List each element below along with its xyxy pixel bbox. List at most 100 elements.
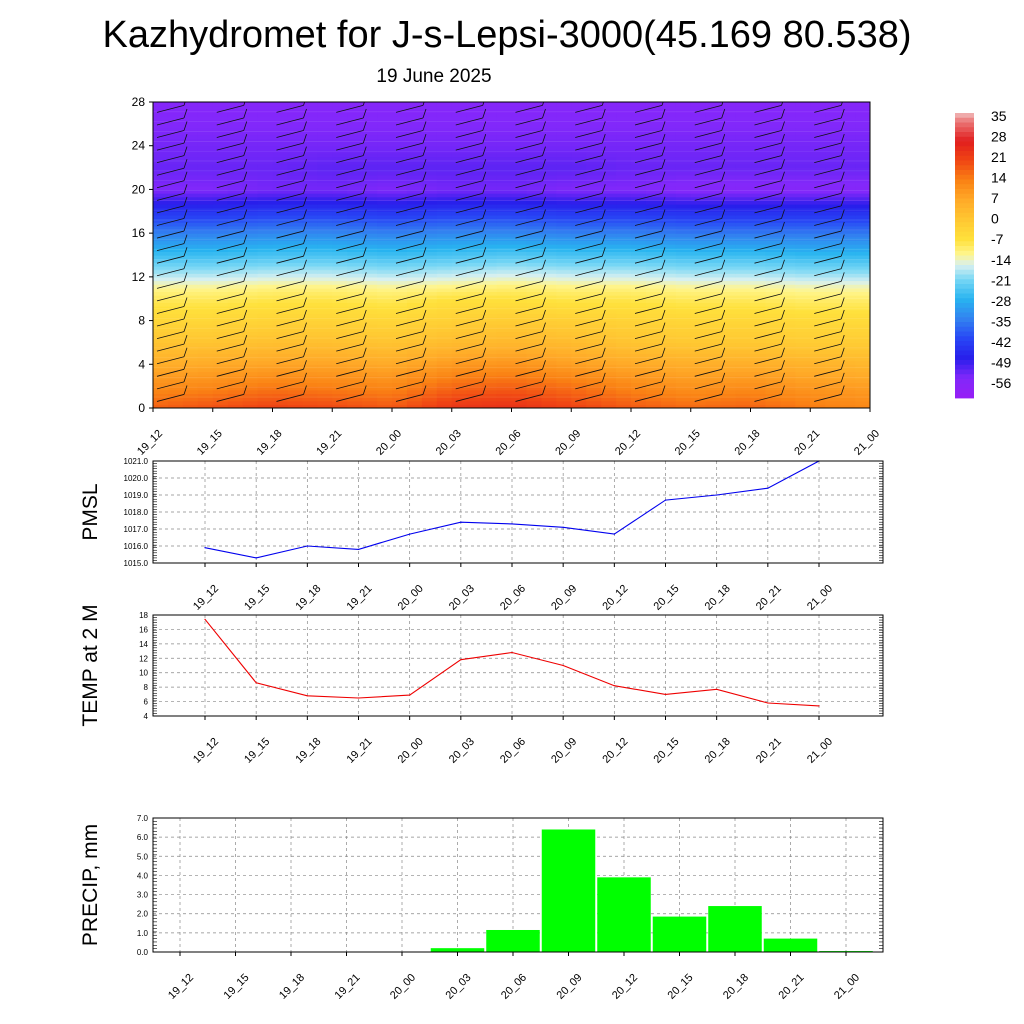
heatmap-cell [347,174,363,180]
heatmap-cell [272,320,289,325]
wind-barb [874,118,901,125]
heatmap-cell [392,382,408,387]
wind-barb-flag [661,347,666,357]
heatmap-cell [735,295,752,300]
heatmap-cell [347,229,363,234]
heatmap-cell [526,298,542,303]
heatmap-cell [481,240,498,245]
heatmap-cell [317,178,333,183]
heatmap-cell [735,163,752,169]
heatmap-cell [825,309,841,314]
heatmap-cell [750,251,767,256]
heatmap-cell [750,276,767,282]
heatmap-cell [526,353,542,358]
heatmap-cell [167,229,184,234]
heatmap-cell [586,371,602,376]
heatmap-cell [197,251,214,256]
heatmap-cell [556,258,572,263]
wind-barb-flag [601,335,606,345]
heatmap-cell [750,306,767,311]
heatmap-cell [197,131,214,136]
heatmap-cell [347,145,363,150]
heatmap-cell [242,298,259,303]
heatmap-cell [287,324,303,329]
heatmap-cell [541,331,557,336]
heatmap-cell [645,127,662,132]
heatmap-cell [182,204,199,209]
heatmap-cell [182,393,199,398]
heatmap-cell [496,357,513,362]
heatmap-cell [227,229,244,234]
heatmap-cell [690,120,707,125]
wind-barb [575,167,603,176]
heatmap-cell [167,262,184,267]
heatmap-cell [421,102,438,107]
heatmap-cell [750,233,767,238]
heatmap-cell [212,145,229,150]
heatmap-cell [182,160,199,165]
heatmap-cell [167,375,184,380]
heatmap-cell [840,134,856,140]
heatmap-cell [571,298,587,303]
heatmap-cell [302,182,318,187]
heatmap-cell [735,306,752,311]
heatmap-cell [436,189,453,194]
heatmap-cell [571,313,587,318]
heatmap-cell [810,404,826,408]
heatmap-cell [735,320,752,325]
heatmap-cell [466,320,483,325]
heatmap-cell [690,207,707,212]
heatmap-cell [645,156,662,161]
heatmap-cell [645,204,662,209]
heatmap-cell [421,291,438,296]
colorbar-label: -21 [991,272,1011,288]
heatmap-cell [855,327,870,333]
wind-barb-flag [362,372,367,383]
heatmap-cell [631,112,647,118]
heatmap-cell [436,131,453,136]
heatmap-cell [660,291,677,296]
heatmap-cell [825,386,841,391]
heatmap-cell [153,174,169,180]
heatmap-cell [735,389,752,395]
heatmap-cell [556,149,572,154]
heatmap-cell [720,185,737,191]
heatmap-cell [735,302,752,307]
heatmap-cell [167,265,184,271]
heatmap-cell [556,404,572,408]
heatmap-cell [660,178,677,183]
heatmap-cell [705,400,722,405]
heatmap-cell [227,109,244,114]
heatmap-cell [675,397,692,402]
heatmap-cell [705,189,722,194]
heatmap-cell [556,189,572,194]
heatmap-cell [511,105,528,110]
wind-barb-flag [362,360,367,370]
wind-barb [814,293,842,302]
heatmap-cell [645,360,662,365]
wind-barb [694,255,722,264]
heatmap-cell [436,138,453,143]
heatmap-cell [392,112,408,118]
heatmap-cell [182,189,199,194]
heatmap-cell [690,251,707,256]
heatmap-cell [586,295,602,300]
heatmap-cell [511,174,528,180]
heatmap-cell [511,371,528,376]
heatmap-cell [421,142,438,147]
heatmap-cell [436,389,453,395]
wind-barb-flag [422,322,427,332]
heatmap-cell [227,262,244,267]
x-tick-label: 19_15 [242,583,272,613]
heatmap-cell [466,309,483,314]
heatmap-cell [825,306,841,311]
y-tick-label: 1021.0 [124,457,149,466]
heatmap-cell [631,378,647,384]
heatmap-cell [347,404,363,408]
heatmap-cell [421,320,438,325]
heatmap-cell [272,174,289,180]
heatmap-cell [750,320,767,325]
heatmap-cell [586,335,602,340]
heatmap-cell [347,233,363,238]
heatmap-cell [690,273,707,278]
